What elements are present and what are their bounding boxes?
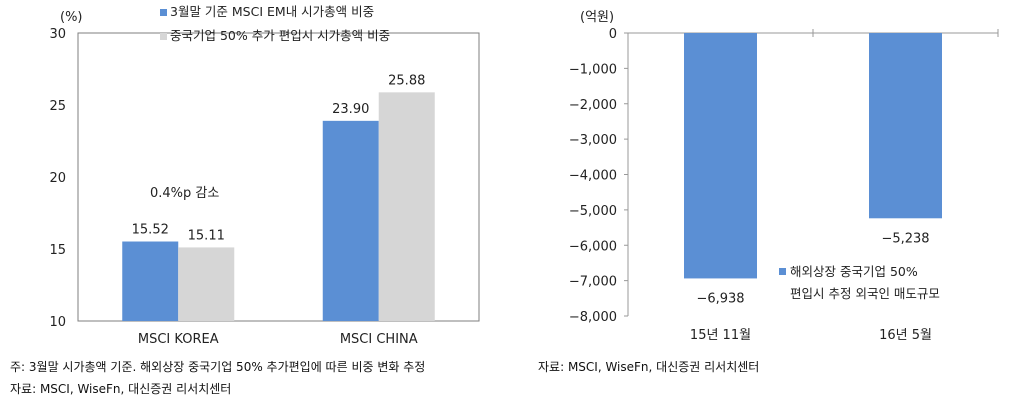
left-data-label: 23.90	[332, 102, 369, 117]
left-bar-chart: (%) 10 15 20 25 30 15.52 15.11 23.90 25.88 MSCI…	[49, 4, 480, 347]
right-y-tick-label: −7,000	[569, 275, 617, 290]
left-y-tick-label: 20	[49, 171, 66, 186]
right-y-tick-label: −3,000	[569, 133, 617, 148]
left-x-axis-categories: MSCI KOREA MSCI CHINA	[138, 332, 418, 347]
left-data-label: 15.11	[188, 228, 225, 243]
left-data-label: 25.88	[388, 73, 425, 88]
left-unit-label: (%)	[60, 10, 83, 25]
right-y-tick-label: −5,000	[569, 204, 617, 219]
left-y-tick-label: 15	[49, 243, 66, 258]
left-bar	[322, 120, 379, 321]
right-source: 자료: MSCI, WiseFn, 대신증권 리서치센터	[538, 360, 760, 374]
left-bar	[178, 247, 235, 321]
right-bar	[684, 33, 757, 279]
right-data-label: −5,238	[881, 231, 929, 246]
left-legend-swatch-2	[160, 33, 167, 40]
left-legend-label-1: 3월말 기준 MSCI EM내 시가총액 비중	[170, 4, 374, 19]
right-x-axis-categories: 15년 11월 16년 5월	[690, 328, 932, 343]
right-x-category-label: 15년 11월	[690, 328, 751, 343]
left-data-label: 15.52	[132, 223, 169, 238]
left-y-tick-label: 10	[49, 315, 66, 330]
right-legend-swatch	[779, 268, 786, 275]
right-legend-line-2: 편입시 추정 외국인 매도규모	[790, 286, 940, 301]
right-y-tick-label: −2,000	[569, 98, 617, 113]
left-footnote: 주: 3월말 시가총액 기준. 해외상장 중국기업 50% 추가편입에 따른 비…	[10, 360, 426, 374]
left-x-category-label: MSCI KOREA	[138, 332, 219, 347]
left-annotation: 0.4%p 감소	[150, 186, 219, 201]
left-y-tick-label: 30	[49, 27, 66, 42]
left-source: 자료: MSCI, WiseFn, 대신증권 리서치센터	[10, 382, 232, 396]
right-legend-line-1: 해외상장 중국기업 50%	[790, 264, 918, 279]
left-plot-frame	[77, 32, 480, 322]
left-bar	[378, 92, 435, 321]
left-bars	[122, 92, 435, 321]
left-x-category-label: MSCI CHINA	[340, 332, 418, 347]
left-data-labels: 15.52 15.11 23.90 25.88	[132, 73, 426, 243]
right-y-tick-label: −4,000	[569, 169, 617, 184]
right-data-labels: −6,938 −5,238	[696, 231, 929, 306]
left-legend-swatch-1	[160, 9, 167, 16]
right-y-tick-label: 0	[609, 27, 617, 42]
right-unit-label: (억원)	[580, 10, 614, 25]
left-legend: 3월말 기준 MSCI EM내 시가총액 비중 중국기업 50% 추가 편입시 …	[160, 4, 390, 43]
right-y-tick-label: −6,000	[569, 239, 617, 254]
right-bar-chart: (억원) 0 −1,000 −2,000 −3,000 −4,000 −5,000 −6,0…	[569, 10, 999, 343]
right-bars	[684, 33, 942, 279]
right-y-tick-label: −1,000	[569, 62, 617, 77]
right-y-axis-ticks: 0 −1,000 −2,000 −3,000 −4,000 −5,000 −6,000 −7,…	[569, 27, 999, 325]
right-data-label: −6,938	[696, 291, 744, 306]
left-bar	[122, 241, 179, 321]
right-y-tick-label: −8,000	[569, 310, 617, 325]
left-y-tick-label: 25	[49, 99, 66, 114]
left-y-axis-ticks: 10 15 20 25 30	[49, 27, 66, 330]
right-x-category-label: 16년 5월	[879, 328, 932, 343]
right-legend: 해외상장 중국기업 50% 편입시 추정 외국인 매도규모	[779, 264, 940, 301]
right-bar	[869, 33, 942, 219]
left-legend-label-2: 중국기업 50% 추가 편입시 시가총액 비중	[170, 28, 390, 43]
